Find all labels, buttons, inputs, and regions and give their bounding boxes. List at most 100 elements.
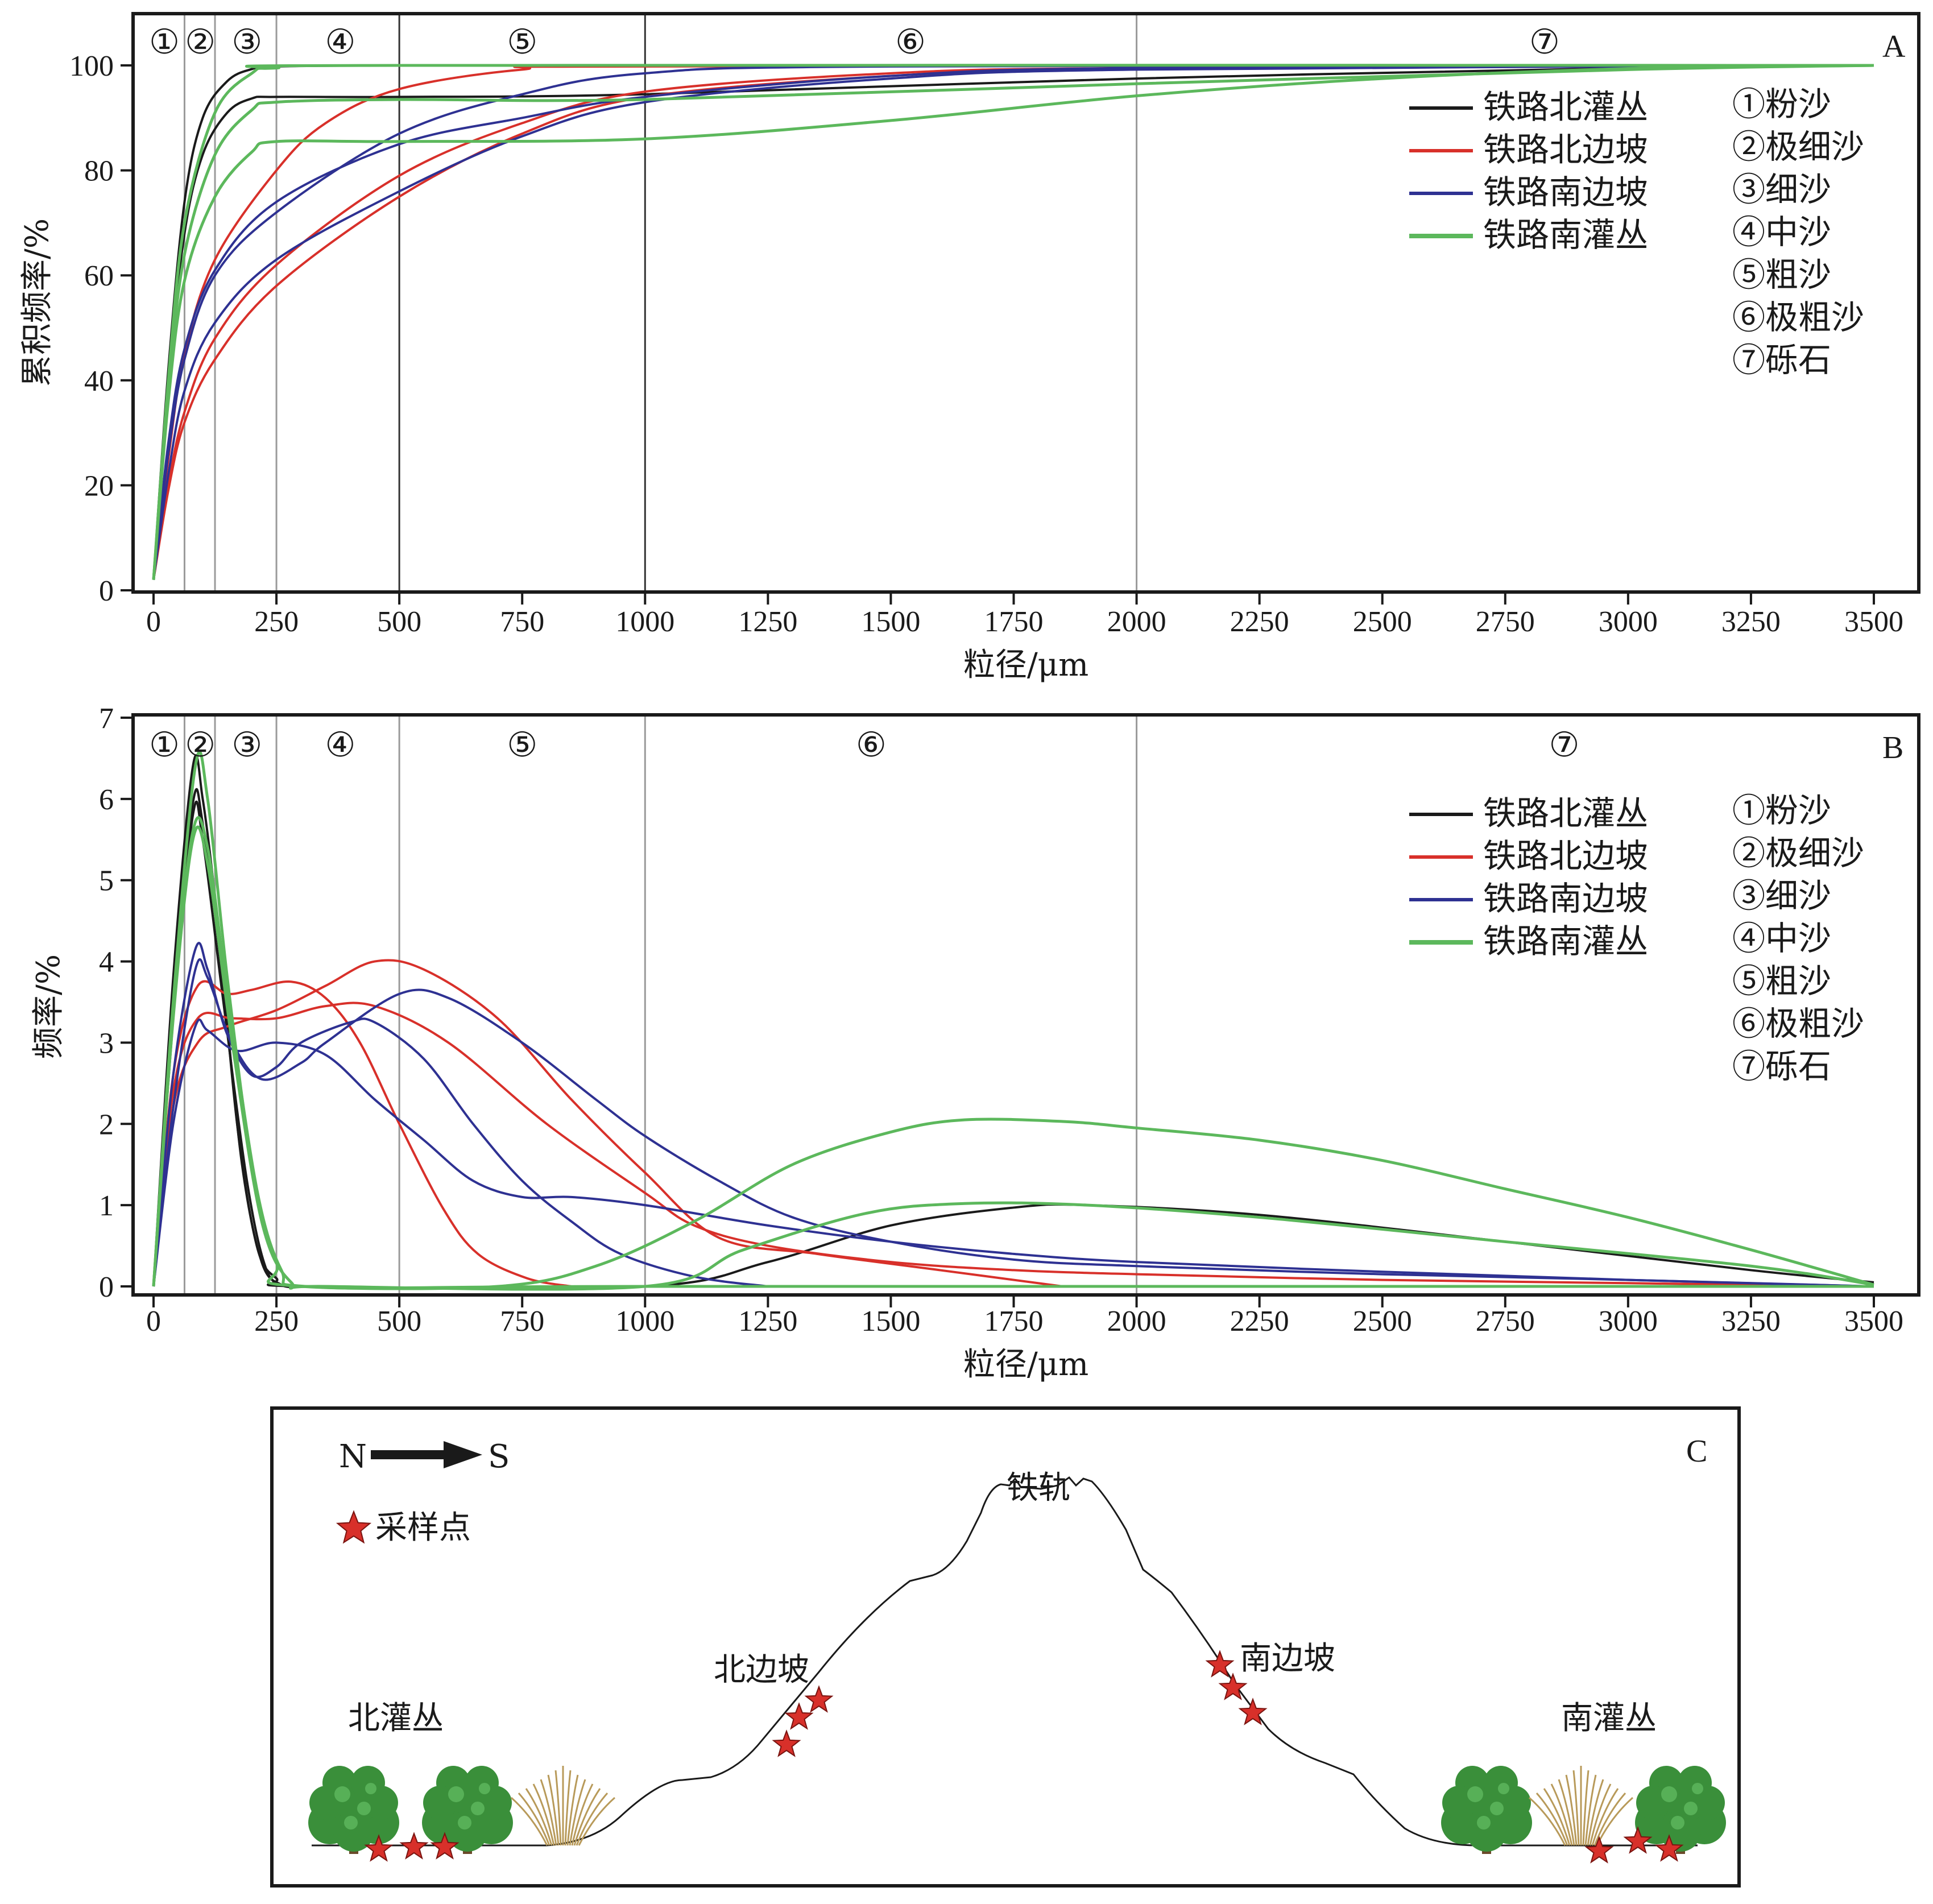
legend-label: 铁路北灌丛 xyxy=(1483,794,1648,833)
direction-north: N xyxy=(339,1438,367,1475)
x-tick-label: 1250 xyxy=(738,1305,797,1338)
y-tick-label: 2 xyxy=(99,1108,114,1141)
series-lines xyxy=(152,64,1874,580)
x-tick-label: 2500 xyxy=(1353,606,1412,638)
legend-label: 铁路南灌丛 xyxy=(1483,216,1648,254)
size-class-item: ⑤粗沙 xyxy=(1732,962,1831,1000)
x-tick-label: 3000 xyxy=(1599,1305,1658,1338)
sampling-star-icon xyxy=(804,1685,834,1713)
x-tick-label: 1750 xyxy=(984,1305,1044,1338)
series-line xyxy=(152,64,1874,580)
x-tick-label: 3500 xyxy=(1844,1305,1903,1338)
size-class-item: ③细沙 xyxy=(1732,876,1831,915)
y-tick-label: 100 xyxy=(69,50,114,82)
x-tick-label: 2750 xyxy=(1476,606,1535,638)
y-tick-label: 1 xyxy=(99,1190,114,1222)
x-tick-label: 2750 xyxy=(1476,1305,1535,1338)
x-tick-label: 1250 xyxy=(738,606,797,638)
series-line xyxy=(152,1001,1874,1288)
size-class-marker: ⑤ xyxy=(507,22,537,62)
x-tick-label: 1500 xyxy=(861,606,920,638)
y-tick-label: 60 xyxy=(84,260,114,292)
y-axis-label: 累积频率/% xyxy=(19,218,56,387)
size-class-marker: ① xyxy=(149,22,180,62)
sampling-star-icon xyxy=(1654,1834,1684,1862)
y-tick-label: 6 xyxy=(99,784,114,816)
size-class-marker: ⑥ xyxy=(856,725,887,765)
shrub-trees xyxy=(308,1766,1726,1854)
x-axis-ticks: 0 250 500 750 1000 1250 1500 1750 2000 2250 2500 27… xyxy=(146,1295,1903,1338)
size-class-marker: ④ xyxy=(325,725,356,765)
y-tick-label: 40 xyxy=(84,365,114,398)
size-class-marker: ⑤ xyxy=(507,725,537,765)
x-tick-label: 1750 xyxy=(984,606,1044,638)
sampling-star-icon xyxy=(784,1702,814,1730)
x-tick-label: 2250 xyxy=(1230,606,1289,638)
series-line xyxy=(152,958,1874,1288)
size-class-marker: ⑦ xyxy=(1549,725,1580,765)
south-slope-label: 南边坡 xyxy=(1240,1640,1335,1677)
size-class-list: ①粉沙 ②极细沙 ③细沙 ④中沙 ⑤粗沙 ⑥极粗沙 ⑦砾石 xyxy=(1732,85,1864,379)
x-tick-label: 3250 xyxy=(1721,1305,1781,1338)
x-axis-ticks: 0 250 500 750 1000 1250 1500 1750 2000 2250 2500 27… xyxy=(146,592,1903,638)
plot-frame xyxy=(131,713,1920,1297)
size-class-marker: ⑦ xyxy=(1529,22,1560,62)
panel-a-cumulative-chart: 0 250 500 750 1000 1250 1500 1750 2000 2250 2500 27… xyxy=(19,12,1920,684)
size-class-item: ④中沙 xyxy=(1732,919,1831,958)
y-tick-label: 7 xyxy=(99,702,114,735)
north-shrub-label: 北灌丛 xyxy=(348,1700,444,1737)
y-tick-label: 0 xyxy=(99,1271,114,1303)
x-tick-label: 750 xyxy=(500,606,544,638)
size-class-item: ⑦砾石 xyxy=(1732,1047,1831,1086)
legend-label: 铁路南边坡 xyxy=(1483,173,1648,212)
series-lines xyxy=(152,750,1874,1291)
y-tick-label: 3 xyxy=(99,1027,114,1059)
grass-tufts xyxy=(511,1766,1633,1846)
sampling-star-icon xyxy=(1584,1836,1614,1864)
x-tick-label: 250 xyxy=(254,1305,299,1338)
grass-icon xyxy=(1529,1766,1633,1846)
size-class-item: ⑦砾石 xyxy=(1732,341,1831,379)
x-tick-label: 500 xyxy=(377,606,421,638)
series-line xyxy=(152,64,1874,580)
sampling-star-icon xyxy=(430,1832,460,1860)
series-line xyxy=(152,942,768,1288)
grain-boundary-lines xyxy=(183,715,1138,1295)
size-class-item: ②极细沙 xyxy=(1732,127,1864,166)
size-class-marker: ① xyxy=(149,725,180,765)
sampling-star-icon xyxy=(1218,1673,1248,1700)
series-line xyxy=(152,980,572,1288)
star-icon xyxy=(336,1510,372,1544)
x-tick-label: 2000 xyxy=(1107,1305,1166,1338)
size-class-marker: ③ xyxy=(231,22,262,62)
legend-label: 铁路南灌丛 xyxy=(1483,922,1648,961)
x-tick-label: 0 xyxy=(146,1305,161,1338)
y-axis-label: 频率/% xyxy=(30,954,67,1059)
x-tick-label: 2500 xyxy=(1353,1305,1412,1338)
sampling-star-icon xyxy=(1623,1826,1653,1854)
tree-icon xyxy=(308,1766,399,1854)
tree-icon xyxy=(422,1766,513,1854)
size-class-item: ⑥极粗沙 xyxy=(1732,1004,1864,1043)
x-tick-label: 3000 xyxy=(1599,606,1658,638)
diagram-frame xyxy=(270,1406,1741,1888)
tree-icon xyxy=(1441,1766,1532,1854)
legend-label: 铁路北边坡 xyxy=(1483,837,1648,875)
sampling-star-icon xyxy=(1238,1698,1268,1725)
panel-c-profile-diagram: C N S 采样点 铁轨 北边坡 南边坡 北灌丛 南灌丛 xyxy=(270,1406,1741,1888)
arrow-icon xyxy=(371,1441,482,1468)
legend-label: 铁路北边坡 xyxy=(1483,130,1648,169)
size-class-item: ①粉沙 xyxy=(1732,791,1831,830)
x-axis-label: 粒径/μm xyxy=(963,1346,1088,1383)
sampling-star-icon xyxy=(772,1729,801,1757)
size-class-item: ③细沙 xyxy=(1732,170,1831,209)
sample-point-label: 采样点 xyxy=(375,1509,471,1546)
x-tick-label: 3500 xyxy=(1844,606,1903,638)
series-line xyxy=(152,64,1874,580)
series-line xyxy=(152,64,1874,580)
x-tick-label: 1000 xyxy=(615,1305,674,1338)
panel-letter: C xyxy=(1686,1434,1707,1469)
